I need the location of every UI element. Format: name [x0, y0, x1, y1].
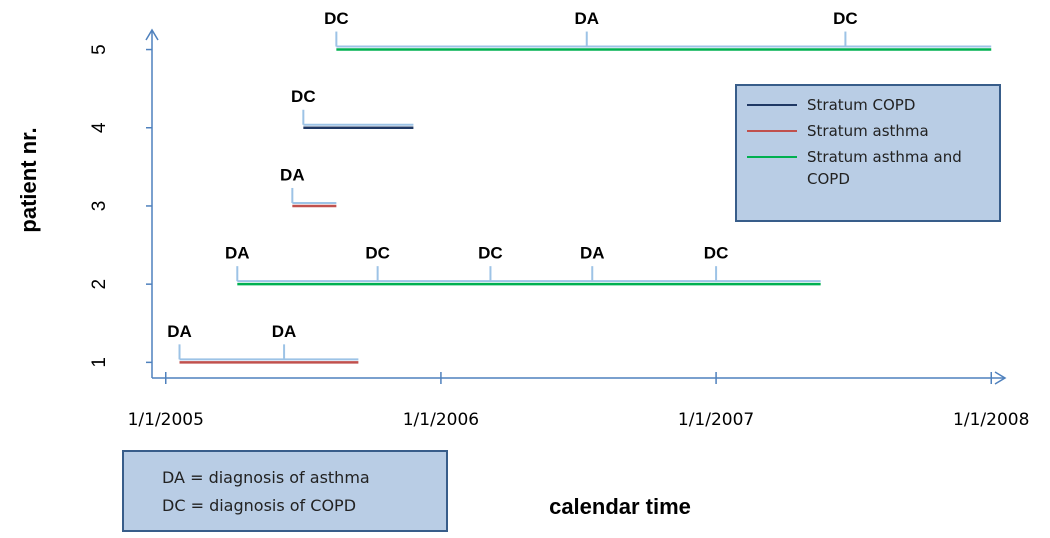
event-label: DA: [167, 322, 192, 341]
event-label: DC: [324, 9, 349, 28]
y-axis-arrow: [145, 28, 159, 41]
legend-swatch: [747, 156, 797, 158]
event-label: DC: [833, 9, 858, 28]
event-label: DA: [280, 165, 305, 184]
y-tick-label: 4: [89, 122, 110, 133]
event-label: DA: [272, 322, 297, 341]
event-label: DC: [704, 244, 729, 263]
x-axis-label: calendar time: [549, 494, 691, 519]
event-label: DA: [225, 244, 250, 263]
legend-item: Stratum asthma: [747, 120, 989, 142]
legend-swatch: [747, 130, 797, 132]
y-tick-label: 3: [89, 201, 110, 212]
abbreviation-note: DA = diagnosis of asthma DC = diagnosis …: [122, 450, 448, 532]
note-line: DA = diagnosis of asthma: [162, 468, 370, 487]
note-line: DC = diagnosis of COPD: [162, 496, 357, 515]
y-tick-label: 2: [89, 279, 110, 290]
x-tick-label: 1/1/2006: [403, 410, 479, 430]
legend-swatch: [747, 104, 797, 106]
legend-label: Stratum asthma and COPD: [807, 148, 962, 188]
legend-item: Stratum asthma and COPD: [747, 146, 989, 190]
x-tick-label: 1/1/2008: [953, 410, 1029, 430]
y-axis-label: patient nr.: [16, 127, 41, 232]
event-label: DA: [574, 9, 599, 28]
y-tick-label: 5: [89, 44, 110, 55]
legend-item: Stratum COPD: [747, 94, 989, 116]
legend-label: Stratum COPD: [807, 96, 916, 114]
x-tick-label: 1/1/2005: [128, 410, 204, 430]
legend: Stratum COPD Stratum asthma Stratum asthma…: [735, 84, 1001, 222]
event-label: DC: [365, 244, 390, 263]
y-tick-label: 1: [89, 357, 110, 368]
event-label: DC: [291, 87, 316, 106]
x-tick-label: 1/1/2007: [678, 410, 754, 430]
legend-label: Stratum asthma: [807, 122, 929, 140]
event-label: DA: [580, 244, 605, 263]
x-axis-arrow: [994, 371, 1007, 385]
event-label: DC: [478, 244, 503, 263]
